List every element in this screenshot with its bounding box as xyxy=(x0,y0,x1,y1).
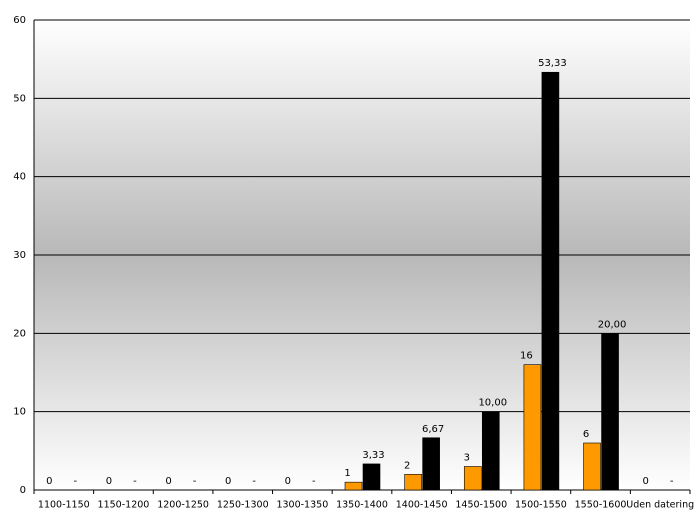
bar xyxy=(523,364,542,491)
x-tick-label: 1450-1500 xyxy=(455,500,507,511)
data-label: 3 xyxy=(464,453,470,464)
x-tick-label: 1500-1550 xyxy=(515,500,567,511)
data-label: 10,00 xyxy=(478,398,507,409)
data-label: 6 xyxy=(583,429,589,440)
data-label: - xyxy=(252,476,256,487)
data-label: 0 xyxy=(106,476,112,487)
data-label: 20,00 xyxy=(598,319,627,330)
bar xyxy=(583,442,601,491)
x-tick-label: 1350-1400 xyxy=(336,500,388,511)
data-label: 0 xyxy=(225,476,231,487)
data-label: 0 xyxy=(285,476,291,487)
y-tick-label: 60 xyxy=(13,15,26,26)
data-label: - xyxy=(133,476,137,487)
bar xyxy=(362,463,381,491)
data-label: 2 xyxy=(404,460,410,471)
data-label: - xyxy=(193,476,197,487)
bar xyxy=(344,481,363,491)
x-tick-label: 1250-1300 xyxy=(217,500,269,511)
bar xyxy=(422,437,440,491)
data-label: - xyxy=(312,476,316,487)
x-tick-label: 1400-1450 xyxy=(396,500,448,511)
bar xyxy=(541,71,560,491)
bar xyxy=(404,474,422,491)
data-label: 53,33 xyxy=(538,58,567,69)
x-tick-label: 1300-1350 xyxy=(276,500,328,511)
bar xyxy=(463,466,482,491)
bar xyxy=(481,411,500,491)
x-tick-label: 1200-1250 xyxy=(157,500,209,511)
data-label: 3,33 xyxy=(362,450,384,461)
y-tick-label: 0 xyxy=(20,485,26,496)
y-tick-label: 40 xyxy=(13,172,26,183)
data-label: 1 xyxy=(344,468,350,479)
bar xyxy=(601,333,619,491)
x-tick-label: 1550-1600 xyxy=(575,500,627,511)
data-label: 0 xyxy=(46,476,52,487)
y-tick-label: 20 xyxy=(13,328,26,339)
x-tick-label: 1100-1150 xyxy=(38,500,90,511)
y-tick-label: 30 xyxy=(13,250,26,261)
data-label: 0 xyxy=(165,476,171,487)
x-tick-label: Uden datering xyxy=(626,500,694,511)
data-label: - xyxy=(74,476,78,487)
data-label: 0 xyxy=(642,476,648,487)
y-tick-label: 10 xyxy=(13,407,26,418)
y-tick-label: 50 xyxy=(13,93,26,104)
data-label: 16 xyxy=(520,351,533,362)
data-label: - xyxy=(670,476,674,487)
data-label: 6,67 xyxy=(422,424,444,435)
x-tick-label: 1150-1200 xyxy=(98,500,150,511)
